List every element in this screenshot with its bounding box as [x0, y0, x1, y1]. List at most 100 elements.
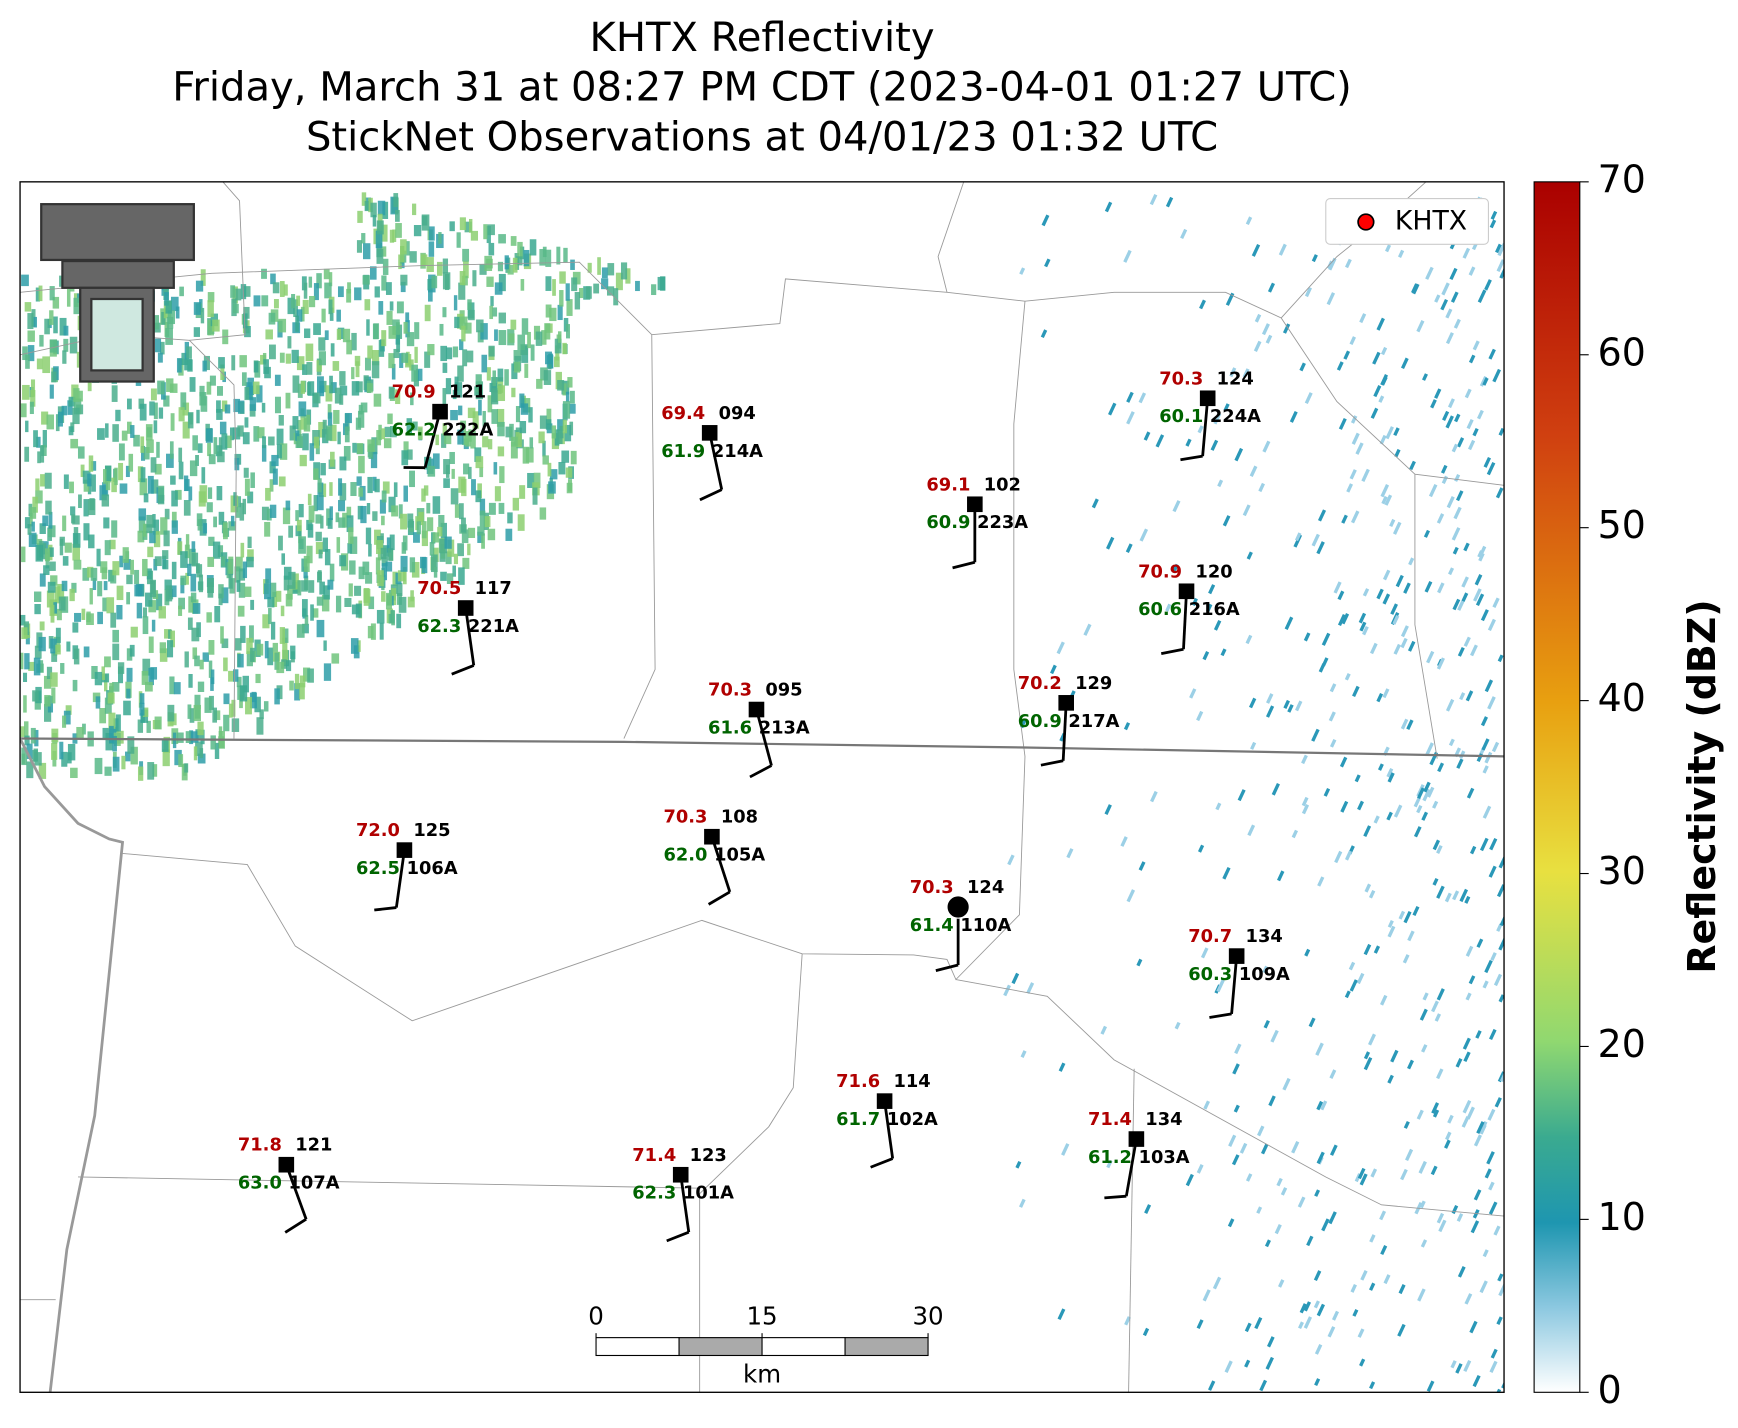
echo: [323, 268, 330, 280]
echo: [438, 514, 445, 527]
title: KHTX Reflectivity: [590, 15, 935, 61]
echo: [1450, 291, 1459, 303]
wind-barb: [1104, 1194, 1127, 1200]
echo: [391, 610, 395, 626]
echo: [1359, 1173, 1368, 1186]
echo: [1294, 532, 1302, 542]
echo: [1416, 1109, 1424, 1120]
echo: [1328, 711, 1336, 722]
echo: [1291, 1141, 1300, 1154]
echo: [207, 556, 215, 567]
echo: [25, 420, 29, 433]
echo: [233, 398, 241, 413]
echo: [1422, 788, 1431, 802]
echo: [264, 641, 269, 659]
echo: [30, 379, 36, 397]
echo: [1202, 1289, 1211, 1302]
echo: [264, 583, 272, 600]
echo: [316, 495, 324, 511]
echo: [214, 606, 221, 623]
echo: [398, 596, 407, 613]
echo: [239, 355, 247, 368]
echo: [180, 392, 187, 410]
echo: [523, 249, 530, 267]
echo: [1463, 1051, 1471, 1063]
echo: [458, 567, 465, 585]
echo: [1451, 527, 1461, 541]
pressure: 114: [894, 1071, 931, 1092]
scale-tick-label: 0: [588, 1302, 604, 1331]
echo: [1315, 1042, 1324, 1056]
echo: [1494, 1097, 1502, 1108]
echo: [385, 282, 392, 295]
echo: [497, 385, 506, 402]
echo: [1056, 641, 1065, 655]
echo: [562, 419, 567, 434]
echo: [457, 365, 464, 382]
echo: [393, 193, 399, 207]
echo: [88, 455, 94, 472]
echo: [199, 485, 208, 503]
echo: [166, 378, 174, 392]
echo: [1263, 1019, 1270, 1029]
echo: [444, 435, 452, 445]
echo: [214, 742, 220, 759]
echo: [303, 414, 311, 432]
echo: [1423, 781, 1431, 793]
echo: [1425, 266, 1434, 280]
echo: [208, 640, 215, 655]
echo: [1341, 613, 1350, 625]
echo: [409, 470, 415, 488]
echo: [266, 508, 272, 521]
echo: [247, 536, 252, 548]
echo: [140, 467, 146, 483]
echo: [1234, 1043, 1242, 1055]
echo: [69, 481, 74, 494]
echo: [102, 597, 107, 612]
echo: [27, 524, 32, 535]
echo: [292, 375, 300, 393]
echo: [33, 591, 42, 602]
echo: [1482, 980, 1489, 989]
echo: [397, 570, 406, 582]
station-id: 105A: [714, 845, 765, 866]
echo: [176, 732, 184, 743]
echo: [1278, 243, 1287, 256]
echo: [403, 321, 408, 334]
echo: [574, 291, 581, 310]
station-id: 107A: [289, 1173, 340, 1194]
echo: [249, 625, 254, 643]
echo: [122, 547, 129, 563]
echo: [44, 318, 50, 335]
scale-tick-label: 30: [912, 1302, 943, 1331]
echo: [73, 388, 80, 402]
echo: [97, 581, 103, 597]
echo: [213, 710, 221, 721]
station-id: 222A: [442, 420, 493, 441]
echo: [1500, 1072, 1505, 1082]
echo: [1451, 443, 1459, 453]
temperature: 69.1: [926, 474, 970, 495]
echo: [337, 286, 344, 298]
pressure: 120: [1195, 561, 1232, 582]
echo: [289, 680, 294, 691]
echo: [356, 443, 364, 455]
echo: [55, 627, 61, 643]
echo: [392, 319, 400, 335]
echo: [192, 435, 198, 451]
echo: [1381, 495, 1388, 505]
echo: [51, 651, 58, 662]
echo: [123, 700, 131, 716]
echo: [381, 490, 387, 503]
echo: [376, 248, 384, 264]
echo: [497, 261, 504, 272]
station-id: 221A: [468, 616, 519, 637]
echo: [1361, 468, 1370, 482]
echo: [171, 561, 177, 580]
echo: [1363, 825, 1372, 838]
echo: [1436, 1212, 1445, 1224]
wind-staff: [1061, 702, 1068, 761]
